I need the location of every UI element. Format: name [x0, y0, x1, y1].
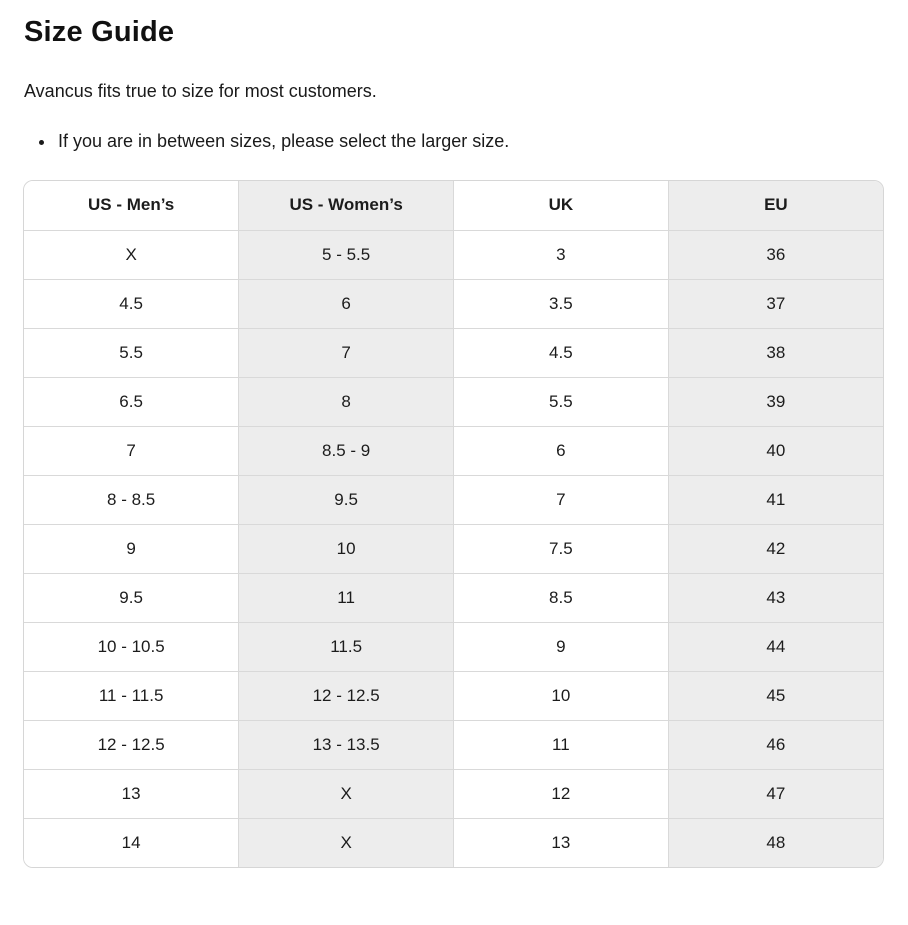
- table-row: 5.5 7 4.5 38: [24, 328, 883, 378]
- table-row: 12 - 12.5 13 - 13.5 11 46: [24, 720, 883, 770]
- table-cell: 8: [238, 377, 454, 427]
- table-cell: 12: [453, 769, 669, 819]
- table-cell: 8.5: [453, 573, 669, 623]
- notes-list: If you are in between sizes, please sele…: [0, 130, 908, 153]
- table-cell: 14: [24, 818, 240, 868]
- column-header: US - Women’s: [238, 181, 454, 231]
- table-row: 9 10 7.5 42: [24, 524, 883, 574]
- table-cell: 36: [668, 230, 883, 280]
- table-cell: 42: [668, 524, 883, 574]
- table-cell: 4.5: [453, 328, 669, 378]
- table-cell: 7: [453, 475, 669, 525]
- table-cell: 9.5: [238, 475, 454, 525]
- table-cell: 5.5: [24, 328, 240, 378]
- table-cell: 6: [238, 279, 454, 329]
- table-row: 11 - 11.5 12 - 12.5 10 45: [24, 671, 883, 721]
- table-cell: 9.5: [24, 573, 240, 623]
- table-cell: 13 - 13.5: [238, 720, 454, 770]
- table-cell: 9: [24, 524, 240, 574]
- table-cell: 11: [453, 720, 669, 770]
- column-header: EU: [668, 181, 883, 231]
- table-cell: 7.5: [453, 524, 669, 574]
- table-cell: 5 - 5.5: [238, 230, 454, 280]
- column-header: US - Men’s: [24, 181, 240, 231]
- table-row: 10 - 10.5 11.5 9 44: [24, 622, 883, 672]
- table-cell: 38: [668, 328, 883, 378]
- table-cell: 6: [453, 426, 669, 476]
- table-cell: X: [238, 769, 454, 819]
- table-cell: 43: [668, 573, 883, 623]
- page-title: Size Guide: [24, 16, 175, 48]
- table-cell: 5.5: [453, 377, 669, 427]
- table-cell: 13: [24, 769, 240, 819]
- table-cell: 7: [238, 328, 454, 378]
- table-cell: 13: [453, 818, 669, 868]
- table-cell: 10 - 10.5: [24, 622, 240, 672]
- table-cell: 10: [453, 671, 669, 721]
- table-row: 14 X 13 48: [24, 818, 883, 868]
- table-cell: 8.5 - 9: [238, 426, 454, 476]
- table-cell: 3: [453, 230, 669, 280]
- table-cell: 3.5: [453, 279, 669, 329]
- table-cell: 47: [668, 769, 883, 819]
- table-row: 7 8.5 - 9 6 40: [24, 426, 883, 476]
- table-cell: 12 - 12.5: [238, 671, 454, 721]
- table-row: 13 X 12 47: [24, 769, 883, 819]
- table-cell: 10: [238, 524, 454, 574]
- table-cell: 8 - 8.5: [24, 475, 240, 525]
- column-header: UK: [453, 181, 669, 231]
- note-item: If you are in between sizes, please sele…: [56, 130, 908, 153]
- size-table-head-row: US - Men’s US - Women’s UK EU: [24, 181, 883, 231]
- table-cell: X: [24, 230, 240, 280]
- table-cell: 46: [668, 720, 883, 770]
- table-cell: 12 - 12.5: [24, 720, 240, 770]
- table-row: 8 - 8.5 9.5 7 41: [24, 475, 883, 525]
- table-cell: 45: [668, 671, 883, 721]
- table-cell: 44: [668, 622, 883, 672]
- table-cell: 11 - 11.5: [24, 671, 240, 721]
- table-cell: 7: [24, 426, 240, 476]
- table-cell: 9: [453, 622, 669, 672]
- table-cell: 11.5: [238, 622, 454, 672]
- table-cell: 39: [668, 377, 883, 427]
- table-cell: 6.5: [24, 377, 240, 427]
- table-cell: 40: [668, 426, 883, 476]
- table-cell: 4.5: [24, 279, 240, 329]
- intro-text: Avancus fits true to size for most custo…: [24, 81, 377, 102]
- table-cell: 37: [668, 279, 883, 329]
- table-row: 6.5 8 5.5 39: [24, 377, 883, 427]
- table-row: 9.5 11 8.5 43: [24, 573, 883, 623]
- table-cell: 41: [668, 475, 883, 525]
- table-row: 4.5 6 3.5 37: [24, 279, 883, 329]
- table-cell: 48: [668, 818, 883, 868]
- table-cell: X: [238, 818, 454, 868]
- size-table-head: US - Men’s US - Women’s UK EU: [24, 181, 883, 231]
- table-cell: 11: [238, 573, 454, 623]
